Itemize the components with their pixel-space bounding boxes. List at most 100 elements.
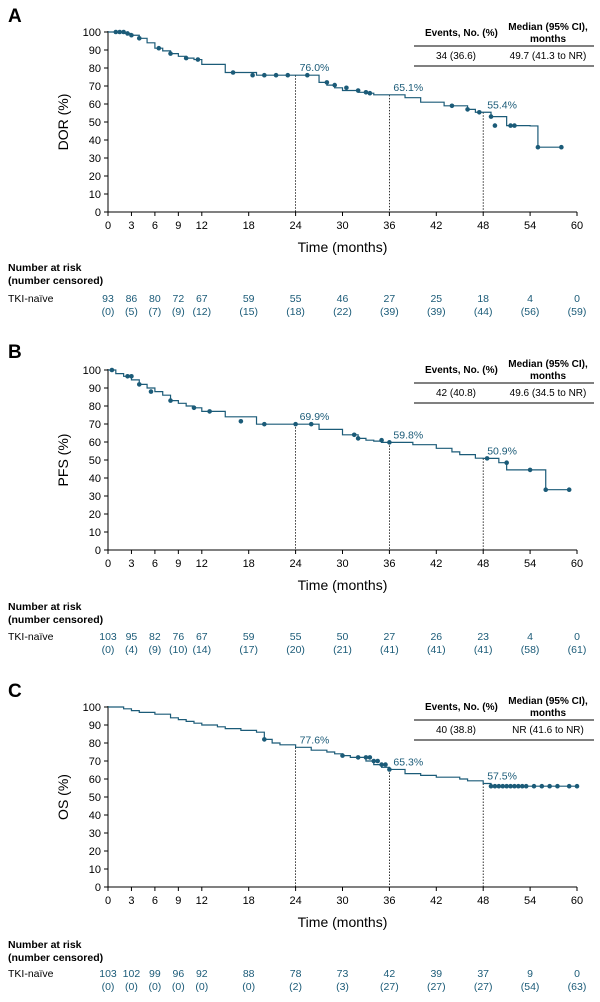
panel-a-censor-mark (305, 72, 310, 78)
panel-a-y-tick-label: 30 (89, 153, 101, 165)
panel-a-censor-mark (512, 123, 517, 128)
panel-c-risk-censored: (3) (336, 981, 349, 993)
panel-b-censor-mark (484, 456, 490, 461)
panel-c-risk-group-label: TKI-naïve (8, 968, 54, 980)
panel-a-x-tick-label: 9 (175, 220, 181, 232)
panel-a-censor-mark (195, 57, 201, 62)
panel-c-censor-mark (574, 783, 580, 789)
panel-a-censor-mark (332, 82, 337, 88)
panel-b-y-tick-label: 90 (89, 383, 101, 395)
panel-b-x-tick-label: 18 (243, 558, 255, 570)
panel-b-y-tick-label: 100 (83, 365, 101, 377)
panel-b-risk-censored: (0) (102, 644, 115, 656)
panel-c-risk-censored: (27) (474, 981, 493, 993)
panel-b-risk-censored: (61) (568, 644, 587, 656)
panel-c-risk-at-risk: 102 (123, 968, 141, 980)
panel-a-risk-at-risk: 93 (102, 293, 114, 305)
panel-c-table-median-value: NR (41.6 to NR) (512, 725, 584, 736)
panel-c-risk-at-risk: 9 (527, 968, 533, 980)
panel-c-censor-mark (375, 758, 380, 764)
panel-b-y-tick-label: 0 (95, 545, 101, 557)
panel-a-censor-mark (367, 90, 373, 96)
panel-b-censor-mark (191, 405, 197, 411)
panel-c-risk-censored: (54) (521, 981, 540, 993)
panel-c-y-tick-label: 10 (89, 864, 101, 876)
panel-c-table-header-median: Median (95% CI), (508, 696, 588, 707)
panel-c-censor-mark (523, 783, 529, 789)
panel-b-censor-mark (207, 409, 212, 414)
panel-b-risk-at-risk: 0 (574, 631, 580, 643)
panel-a-x-axis-title: Time (months) (298, 239, 388, 255)
panel-b-risk-at-risk: 4 (527, 631, 533, 643)
panel-a-risk-at-risk: 27 (384, 293, 396, 305)
panel-c-km-curve (108, 706, 577, 787)
panel-b-table-header-median: Median (95% CI), (508, 359, 588, 370)
panel-b-risk-censored: (41) (380, 644, 399, 656)
panel-a-risk-at-risk: 80 (149, 293, 161, 305)
panel-b-risk-at-risk: 95 (126, 631, 138, 643)
panel-a-censor-mark (168, 51, 173, 56)
panel-b-risk-censored: (41) (474, 644, 493, 656)
panel-a-risk-group-label: TKI-naïve (8, 293, 54, 305)
panel-a-risk-at-risk: 55 (290, 293, 302, 305)
panel-c-censor-mark (488, 783, 494, 789)
panel-a-censor-mark (535, 144, 541, 150)
panel-c-censor-mark (555, 783, 560, 789)
panel-b-censor-mark (262, 421, 267, 427)
panel-c-x-tick-label: 0 (105, 895, 111, 907)
panel-b-risk-censored: (10) (169, 644, 188, 656)
panel-a-censor-mark (465, 107, 470, 112)
panel-c-risk-at-risk: 103 (99, 968, 117, 980)
panel-b-landmark-label: 59.8% (393, 429, 423, 441)
panel-a-x-tick-label: 3 (128, 220, 134, 232)
panel-a-risk-censored: (59) (568, 306, 587, 318)
panel-b-km-curve (108, 369, 570, 491)
panel-c-censor-mark (355, 755, 361, 760)
panel-b-x-tick-label: 60 (571, 558, 583, 570)
panel-c-censor-mark (262, 737, 267, 742)
panel-a-censor-mark (136, 36, 142, 41)
panel-a-censor-mark (125, 31, 130, 36)
panel-a-risk-at-risk: 72 (173, 293, 185, 305)
panel-a-landmark-label: 65.1% (393, 82, 423, 94)
panel-a-censor-mark (324, 80, 330, 85)
panel-a-risk-censored: (18) (286, 306, 305, 318)
panel-a-risk-censored: (5) (125, 306, 138, 318)
panel-a-risk-censored: (0) (102, 306, 115, 318)
panel-c-letter: C (8, 681, 22, 702)
panel-b-x-tick-label: 12 (196, 558, 208, 570)
panel-c-risk-censored: (2) (289, 981, 302, 993)
panel-b-risk-at-risk: 27 (384, 631, 396, 643)
panel-b-censor-mark (543, 487, 549, 493)
panel-c-x-tick-label: 24 (289, 895, 301, 907)
panel-a-risk-censored: (44) (474, 306, 493, 318)
panel-a-x-tick-label: 30 (336, 220, 348, 232)
panel-a-censor-mark (285, 72, 291, 78)
panel-b-censor-mark (355, 436, 361, 441)
panel-a-y-tick-label: 50 (89, 117, 101, 129)
panel-a-y-tick-label: 100 (83, 27, 101, 39)
panel-a-censor-mark (230, 70, 236, 75)
panel-a-censor-mark (262, 72, 267, 78)
panel-c-risk-title: Number at risk (8, 939, 82, 951)
panel-a-risk-censored: (22) (333, 306, 352, 318)
panel-c-x-tick-label: 60 (571, 895, 583, 907)
panel-b-risk-at-risk: 26 (430, 631, 442, 643)
panel-a-censor-mark (183, 55, 189, 61)
panel-a-censor-mark (113, 29, 119, 35)
panel-a-risk-title: Number at risk (8, 262, 82, 274)
panel-c-risk-at-risk: 42 (384, 968, 396, 980)
panel-c-censor-mark (379, 762, 384, 767)
panel-b-x-tick-label: 6 (152, 558, 158, 570)
panel-b-risk-censored: (20) (286, 644, 305, 656)
panel-c-censor-mark (371, 758, 377, 764)
panel-c-table-events-value: 40 (38.8) (436, 725, 476, 736)
panel-c-y-tick-label: 50 (89, 792, 101, 804)
panel-b-letter: B (8, 342, 22, 363)
panel-b-x-tick-label: 48 (477, 558, 489, 570)
panel-a-censor-mark (492, 123, 498, 128)
panel-a-x-tick-label: 48 (477, 220, 489, 232)
panel-b-censor-mark (109, 367, 115, 373)
panel-a-risk-censored: (12) (192, 306, 211, 318)
